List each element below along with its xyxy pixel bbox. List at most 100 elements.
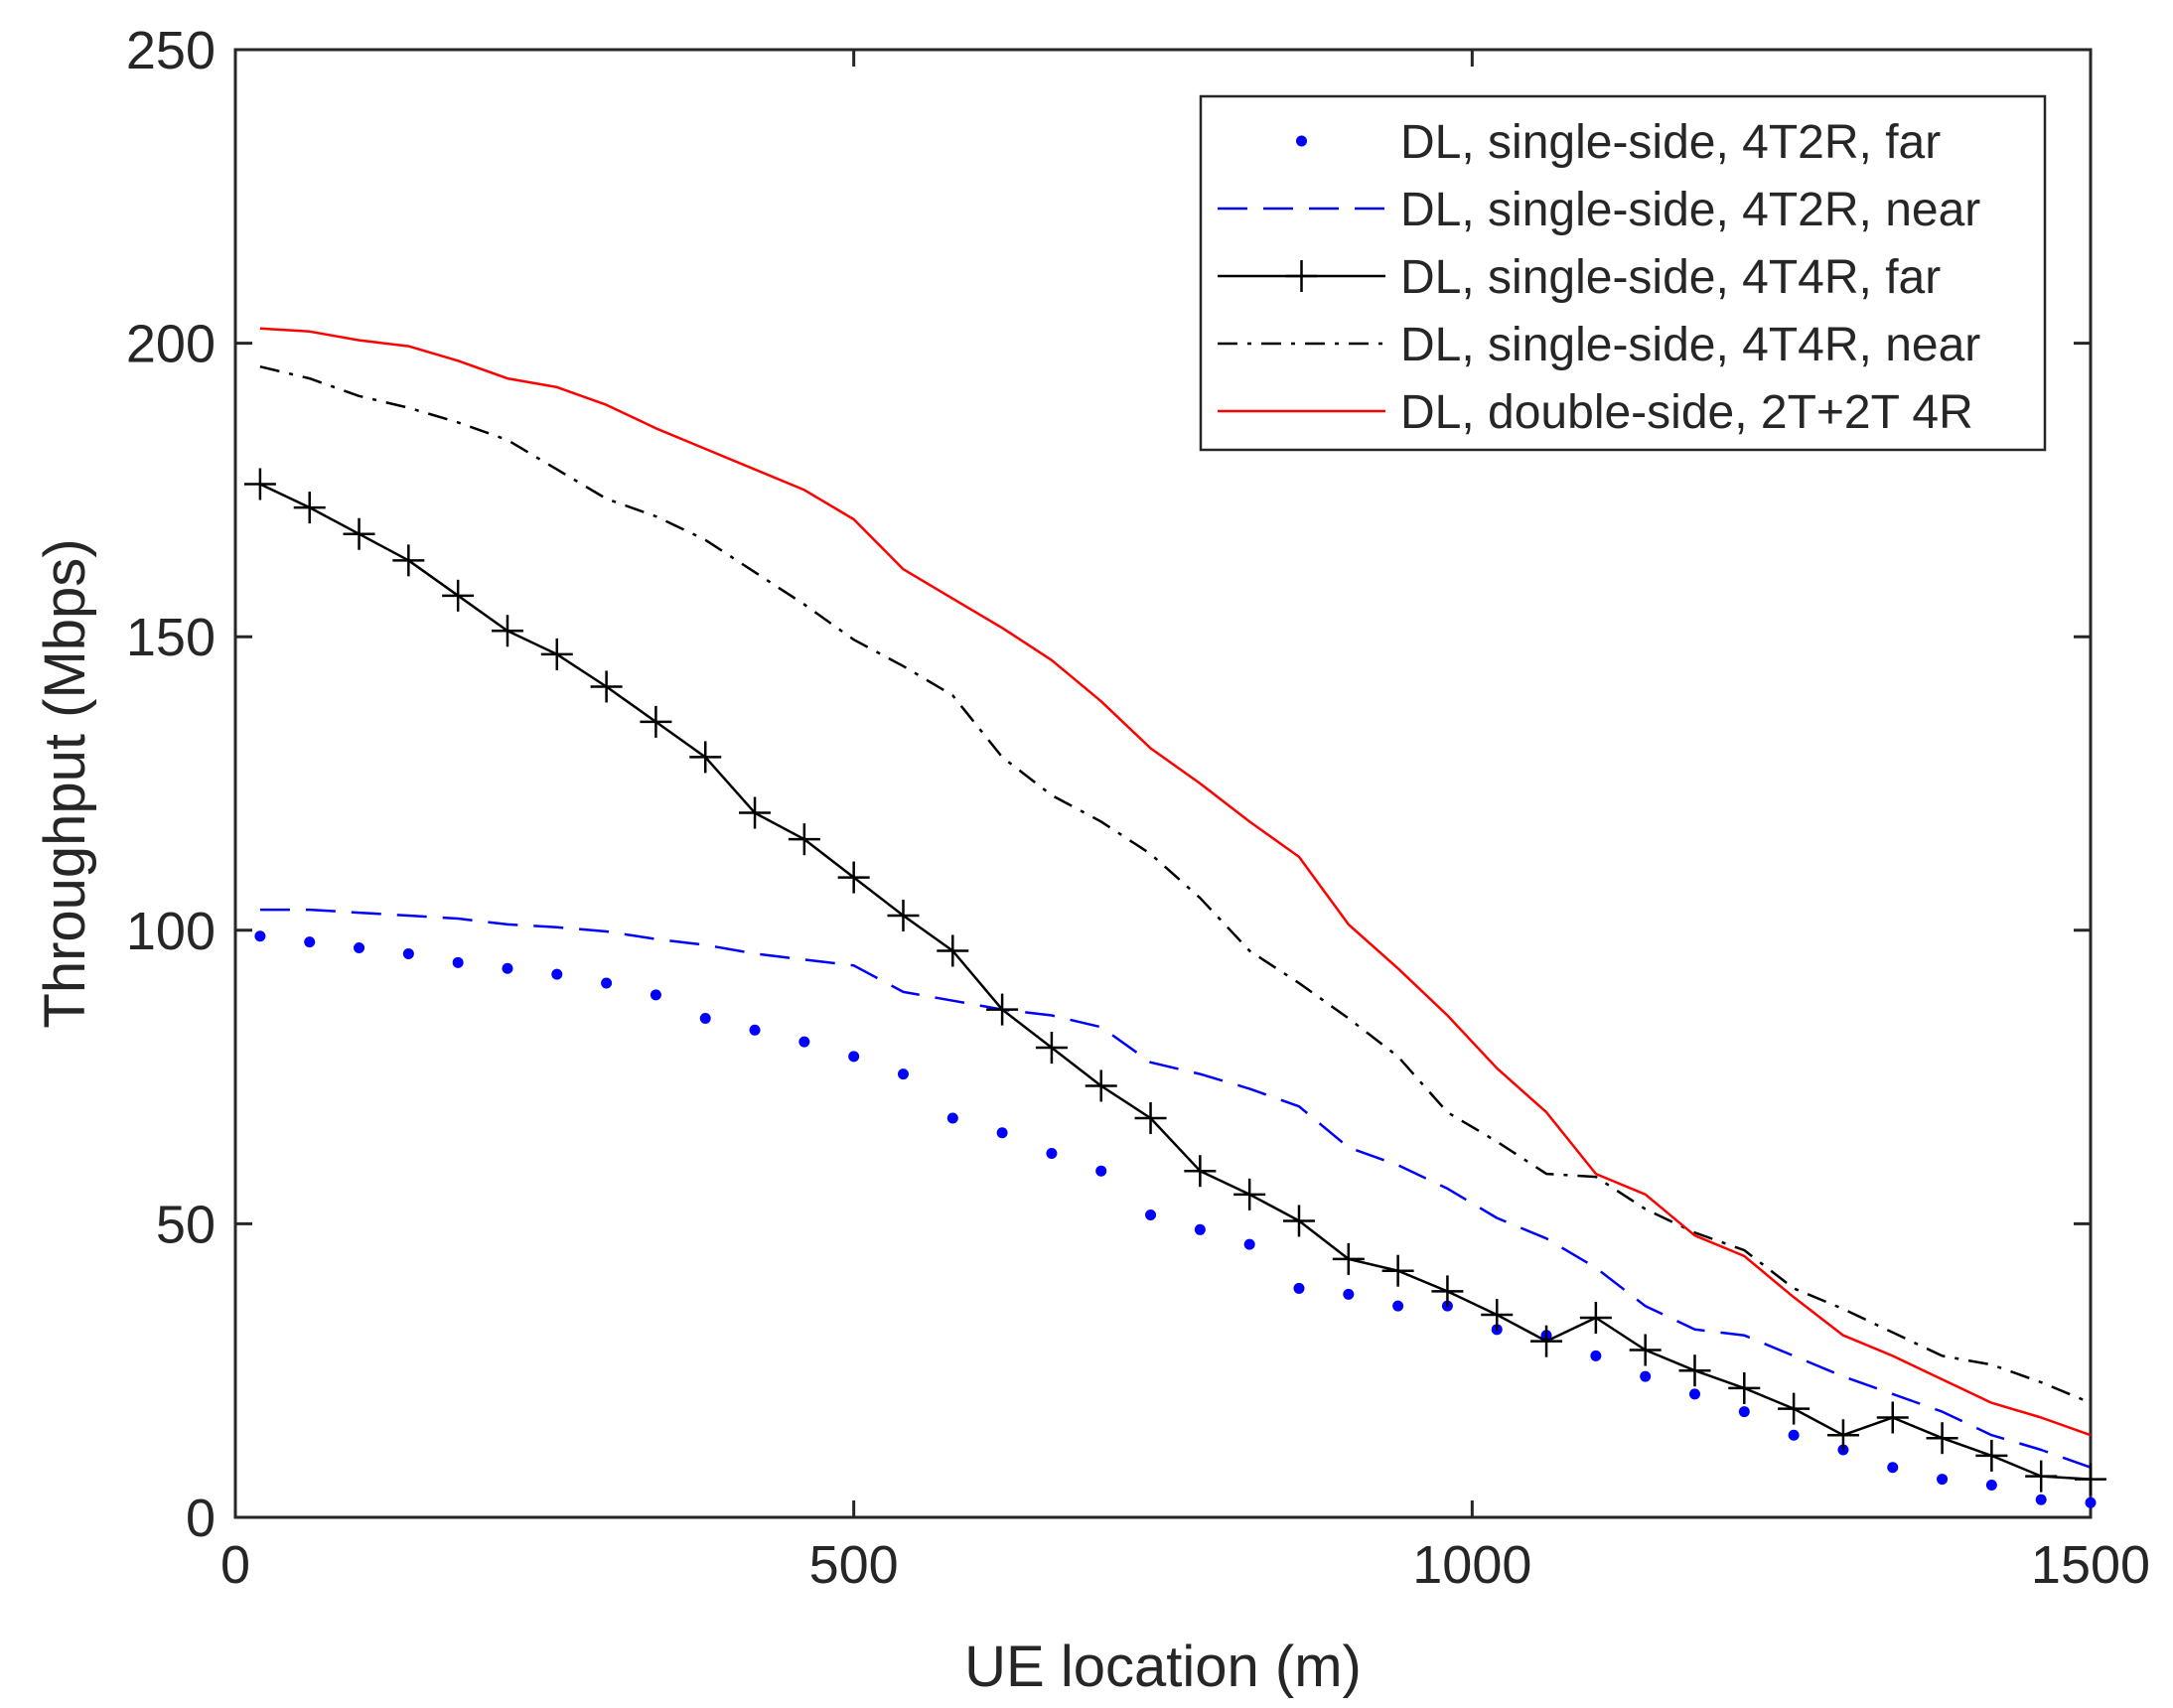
legend-sample [1296, 135, 1307, 147]
plus-marker [1282, 1205, 1315, 1237]
data-point [1343, 1288, 1355, 1300]
x-tick-label: 1500 [2031, 1535, 2150, 1595]
series-line [259, 327, 2092, 1437]
y-tick-label: 200 [126, 315, 216, 374]
plus-marker [1233, 1178, 1266, 1210]
data-point [1985, 1479, 1997, 1491]
data-point [699, 1012, 711, 1024]
data-point [601, 977, 613, 989]
plus-marker [1728, 1371, 1761, 1404]
plus-marker [343, 517, 375, 550]
data-point [1788, 1429, 1800, 1441]
legend-entry-4: DL, double-side, 2T+2T 4R [1218, 386, 1973, 439]
data-point [354, 942, 365, 954]
legend-entry-1: DL, single-side, 4T2R, near [1218, 184, 1980, 236]
series-4 [259, 327, 2092, 1437]
plus-marker [243, 468, 276, 500]
series-3 [259, 364, 2092, 1404]
data-point [1046, 1147, 1058, 1159]
data-series [243, 327, 2106, 1508]
plus-marker [689, 741, 722, 774]
plus-marker [1579, 1301, 1612, 1334]
data-point [996, 1127, 1008, 1139]
legend-items: DL, single-side, 4T2R, far DL, single-sid… [1218, 116, 1980, 439]
data-point [551, 968, 563, 980]
axis-ticks [233, 48, 2093, 1519]
plus-marker [1085, 1069, 1117, 1102]
plus-marker [1285, 260, 1318, 292]
data-point [897, 1068, 909, 1080]
data-point [1640, 1370, 1652, 1382]
legend-entry-0: DL, single-side, 4T2R, far [1296, 116, 1941, 169]
plus-marker [1184, 1155, 1217, 1188]
y-axis-label: Throughput (Mbps) [33, 538, 97, 1028]
data-point [749, 1024, 761, 1036]
data-point [650, 989, 661, 1001]
plus-marker [392, 544, 425, 577]
series-1 [259, 908, 2092, 1469]
plus-marker [1876, 1401, 1909, 1434]
data-point [254, 930, 266, 942]
data-point [1095, 1165, 1107, 1177]
y-tick-label: 150 [126, 608, 216, 667]
data-point [502, 962, 513, 974]
plus-marker [1530, 1325, 1563, 1357]
plus-marker [540, 638, 573, 670]
legend-entry-2: DL, single-side, 4T4R, far [1218, 251, 1941, 304]
x-tick-label: 1000 [1412, 1535, 1531, 1595]
y-tick-label: 0 [186, 1489, 216, 1548]
series-2 [243, 468, 2106, 1495]
plus-marker [1826, 1419, 1859, 1452]
plus-marker [1134, 1101, 1167, 1134]
legend-label: DL, double-side, 2T+2T 4R [1400, 386, 1973, 439]
plus-marker [986, 993, 1019, 1026]
series-0 [254, 930, 2097, 1508]
axis-tick-labels: 0 500 1000 1500 0 50 100 150 200 250 [126, 21, 2150, 1595]
legend-label: DL, single-side, 4T4R, far [1400, 251, 1941, 304]
data-point [1887, 1462, 1899, 1474]
data-point [1243, 1238, 1255, 1250]
legend: DL, single-side, 4T2R, far DL, single-sid… [1199, 94, 2047, 452]
plus-marker [2075, 1463, 2106, 1495]
data-point [946, 1112, 958, 1124]
y-tick-label: 250 [126, 21, 216, 80]
plus-marker [887, 900, 920, 932]
plus-marker [937, 934, 969, 967]
y-tick-label: 50 [156, 1195, 216, 1254]
plus-marker [1332, 1242, 1365, 1275]
series-line [259, 364, 2092, 1404]
plus-marker [2025, 1460, 2058, 1493]
x-tick-label: 0 [220, 1535, 250, 1595]
plus-marker [1381, 1254, 1414, 1287]
plus-marker [442, 579, 475, 612]
plus-marker [739, 796, 772, 829]
plus-marker [640, 705, 672, 738]
data-point [1738, 1406, 1750, 1418]
legend-box [1199, 94, 2047, 452]
data-point [2035, 1494, 2047, 1505]
plus-marker [590, 670, 623, 703]
plus-marker [788, 823, 820, 856]
data-point [1145, 1210, 1157, 1221]
data-point [452, 956, 464, 968]
plus-marker [1629, 1334, 1662, 1366]
legend-label: DL, single-side, 4T2R, near [1400, 184, 1980, 236]
series-line [259, 908, 2092, 1469]
plus-marker [293, 492, 326, 524]
plus-marker [837, 861, 870, 894]
plus-marker [1778, 1392, 1811, 1425]
y-tick-label: 100 [126, 902, 216, 961]
plus-marker [1975, 1439, 2008, 1472]
legend-label: DL, single-side, 4T2R, far [1400, 116, 1941, 169]
plus-marker [1431, 1275, 1464, 1308]
data-point [1293, 1282, 1305, 1294]
data-point [402, 947, 414, 959]
plus-marker [491, 615, 523, 647]
data-point [798, 1036, 810, 1048]
plus-marker [1678, 1354, 1711, 1387]
x-tick-label: 500 [809, 1535, 899, 1595]
x-axis-label: UE location (m) [964, 1635, 1362, 1699]
legend-entry-3: DL, single-side, 4T4R, near [1218, 319, 1980, 371]
data-point [2085, 1496, 2097, 1508]
plus-marker [1926, 1422, 1958, 1455]
